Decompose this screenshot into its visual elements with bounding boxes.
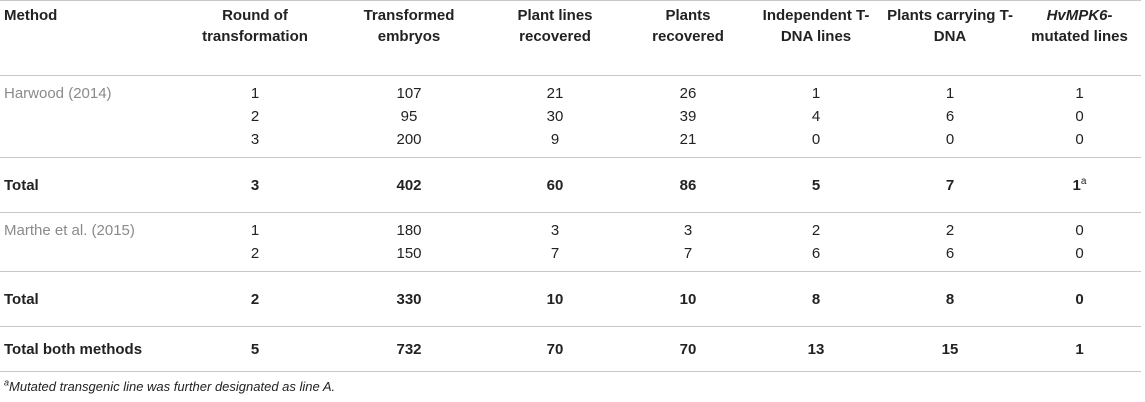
total-cell: 0 bbox=[1018, 271, 1141, 327]
grand-total-cell: 70 bbox=[626, 326, 750, 372]
header-mutated-gene: HvMPK6 bbox=[1046, 7, 1108, 24]
table-row: 2 150 7 7 6 6 0 bbox=[0, 242, 1141, 272]
total-cell: 1a bbox=[1018, 157, 1141, 213]
total-cell: 330 bbox=[334, 271, 484, 327]
footnote-marker: a bbox=[4, 377, 10, 388]
method-cell: Harwood (2014) bbox=[4, 85, 112, 102]
table-cell: 2 bbox=[811, 222, 821, 239]
table-cell: 2 bbox=[250, 245, 260, 262]
total-cell: 86 bbox=[626, 157, 750, 213]
table-cell: 39 bbox=[679, 108, 697, 125]
table-cell: 0 bbox=[1075, 245, 1084, 262]
total-cell: 10 bbox=[626, 271, 750, 327]
table-cell: 0 bbox=[1075, 108, 1084, 125]
grand-total-cell: 732 bbox=[334, 326, 484, 372]
grand-total-cell: 15 bbox=[882, 326, 1018, 372]
table-cell: 3 bbox=[550, 222, 560, 239]
table-cell: 1 bbox=[811, 85, 821, 102]
grand-total-cell: 70 bbox=[484, 326, 626, 372]
total-cell: 60 bbox=[484, 157, 626, 213]
total-cell: 2 bbox=[176, 271, 334, 327]
total-cell: 402 bbox=[334, 157, 484, 213]
header-method: Method bbox=[0, 0, 176, 76]
header-row: Method Round of transformation Transform… bbox=[0, 0, 1141, 76]
table-cell: 1 bbox=[1075, 85, 1084, 102]
table-cell: 7 bbox=[550, 245, 560, 262]
table-cell: 6 bbox=[811, 245, 821, 262]
header-plants: Plants recovered bbox=[626, 0, 750, 76]
table-cell: 0 bbox=[945, 131, 955, 148]
table-cell: 7 bbox=[683, 245, 693, 262]
table-cell: 200 bbox=[396, 131, 422, 148]
table-row: Harwood (2014) 1 107 21 26 1 1 1 bbox=[0, 76, 1141, 106]
table-cell: 30 bbox=[546, 108, 564, 125]
table-footnote: aMutated transgenic line was further des… bbox=[4, 377, 336, 394]
total-label: Total bbox=[0, 271, 176, 327]
table-cell: 150 bbox=[396, 245, 422, 262]
transformation-results-table: Method Round of transformation Transform… bbox=[0, 0, 1141, 372]
total-label: Total bbox=[0, 157, 176, 213]
table-cell: 6 bbox=[945, 108, 955, 125]
total-cell: 10 bbox=[484, 271, 626, 327]
table-cell: 3 bbox=[250, 131, 260, 148]
total-cell: 8 bbox=[882, 271, 1018, 327]
table-cell: 0 bbox=[1075, 222, 1084, 239]
table-cell: 180 bbox=[396, 222, 422, 239]
table-cell: 6 bbox=[945, 245, 955, 262]
method-cell bbox=[0, 242, 176, 272]
header-mutated: HvMPK6-mutated lines bbox=[1018, 0, 1141, 76]
table-cell: 1 bbox=[250, 222, 260, 239]
grand-total-cell: 13 bbox=[750, 326, 882, 372]
table-cell: 3 bbox=[683, 222, 693, 239]
table-cell: 26 bbox=[679, 85, 697, 102]
table-cell: 95 bbox=[400, 108, 418, 125]
total-row-marthe: Total 2 330 10 10 8 8 0 bbox=[0, 271, 1141, 327]
header-embryos: Transformed embryos bbox=[334, 0, 484, 76]
footnote-text: Mutated transgenic line was further desi… bbox=[9, 379, 336, 394]
table-cell: 4 bbox=[811, 108, 821, 125]
grand-total-cell: 5 bbox=[176, 326, 334, 372]
total-mutated-value: 1 bbox=[1072, 176, 1081, 194]
total-cell: 8 bbox=[750, 271, 882, 327]
method-cell bbox=[0, 128, 176, 158]
method-cell: Marthe et al. (2015) bbox=[4, 222, 135, 239]
footnote-marker: a bbox=[1080, 175, 1087, 187]
grand-total-row: Total both methods 5 732 70 70 13 15 1 bbox=[0, 326, 1141, 372]
table-cell: 2 bbox=[945, 222, 955, 239]
total-row-harwood: Total 3 402 60 86 5 7 1a bbox=[0, 157, 1141, 213]
table-cell: 2 bbox=[250, 108, 260, 125]
header-independent: Independent T-DNA lines bbox=[750, 0, 882, 76]
table-cell: 1 bbox=[945, 85, 955, 102]
header-plant-lines: Plant lines recovered bbox=[484, 0, 626, 76]
grand-total-cell: 1 bbox=[1018, 326, 1141, 372]
total-cell: 7 bbox=[882, 157, 1018, 213]
grand-total-label: Total both methods bbox=[0, 326, 176, 372]
table-cell: 107 bbox=[396, 85, 422, 102]
header-mutated-rest: -mutated lines bbox=[1031, 7, 1128, 45]
table-cell: 1 bbox=[250, 85, 260, 102]
method-cell bbox=[0, 105, 176, 128]
header-carrying: Plants carrying T-DNA bbox=[882, 0, 1018, 76]
table-cell: 0 bbox=[1075, 131, 1084, 148]
table-cell: 9 bbox=[550, 131, 560, 148]
table-row: 3 200 9 21 0 0 0 bbox=[0, 128, 1141, 158]
table-cell: 21 bbox=[546, 85, 564, 102]
total-cell: 5 bbox=[750, 157, 882, 213]
header-round: Round of transformation bbox=[176, 0, 334, 76]
total-cell: 3 bbox=[176, 157, 334, 213]
table-cell: 21 bbox=[679, 131, 697, 148]
table-row: 2 95 30 39 4 6 0 bbox=[0, 105, 1141, 128]
table-row: Marthe et al. (2015) 1 180 3 3 2 2 0 bbox=[0, 213, 1141, 243]
table-cell: 0 bbox=[811, 131, 821, 148]
